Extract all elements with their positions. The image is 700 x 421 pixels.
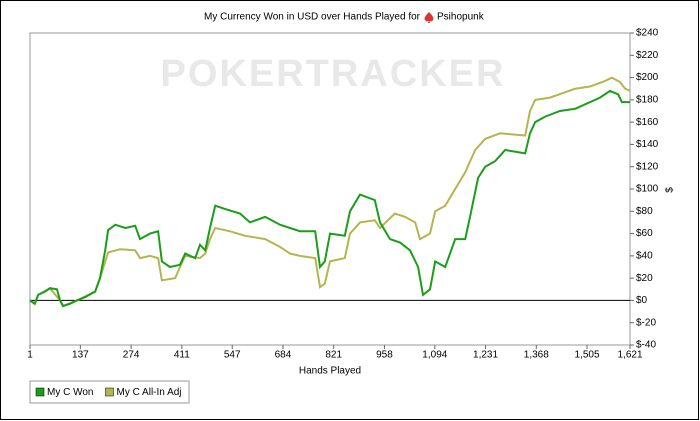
legend-label: My C Won <box>47 387 94 398</box>
chart-title: My Currency Won in USD over Hands Played… <box>204 12 421 23</box>
y-axis-label: $ <box>665 187 676 193</box>
y-tick-label: $120 <box>636 161 659 172</box>
x-tick-label: 684 <box>275 350 292 361</box>
y-tick-label: $200 <box>636 72 659 83</box>
x-tick-label: 274 <box>123 350 140 361</box>
y-tick-label: $-20 <box>636 317 656 328</box>
player-icon <box>424 12 434 23</box>
y-tick-label: $140 <box>636 139 659 150</box>
x-tick-label: 1,231 <box>473 350 498 361</box>
x-tick-label: 137 <box>72 350 89 361</box>
y-tick-label: $180 <box>636 94 659 105</box>
y-tick-label: $20 <box>636 273 653 284</box>
x-tick-label: 1,368 <box>524 350 549 361</box>
series-line <box>29 76 631 308</box>
y-tick-label: $160 <box>636 117 659 128</box>
x-tick-label: 411 <box>174 350 190 361</box>
y-tick-label: $-40 <box>636 340 656 351</box>
legend-label: My C All-In Adj <box>117 387 182 398</box>
y-tick-label: $240 <box>636 28 659 39</box>
legend-swatch <box>105 387 114 397</box>
y-tick-label: $100 <box>636 184 659 195</box>
y-tick-label: $60 <box>636 228 653 239</box>
x-tick-label: 1,094 <box>422 350 447 361</box>
y-tick-label: $220 <box>636 50 659 61</box>
series-line <box>29 89 630 308</box>
y-tick-label: $40 <box>636 250 653 261</box>
y-tick-label: $80 <box>636 206 653 217</box>
x-axis-label: Hands Played <box>299 366 361 377</box>
x-tick-label: 1 <box>27 350 33 361</box>
x-tick-label: 958 <box>376 350 393 361</box>
watermark: POKERTRACKER <box>161 53 506 95</box>
x-tick-label: 547 <box>224 350 241 361</box>
x-tick-label: 1,621 <box>617 350 642 361</box>
x-tick-label: 1,505 <box>575 350 600 361</box>
y-tick-label: $0 <box>636 295 648 306</box>
player-name: Psihopunk <box>437 12 485 23</box>
x-tick-label: 821 <box>325 350 342 361</box>
legend-swatch <box>35 387 45 397</box>
